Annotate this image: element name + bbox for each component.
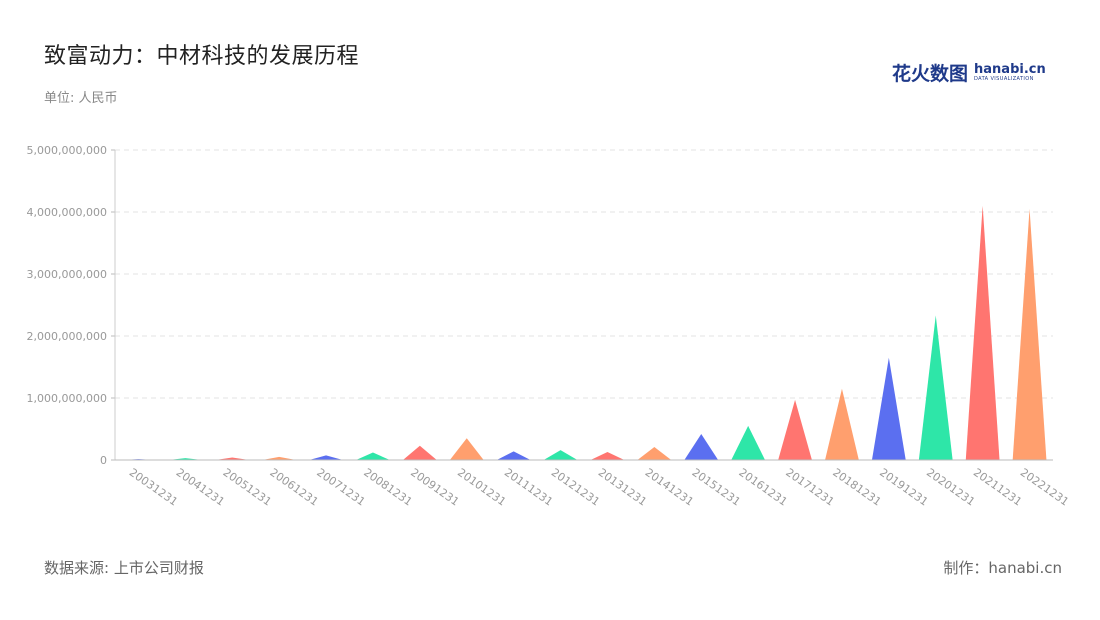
- x-tick-label: 20131231: [596, 466, 649, 509]
- x-tick-label: 20181231: [830, 466, 883, 509]
- bar-20211231: [965, 205, 1000, 460]
- x-tick-label: 20141231: [643, 466, 696, 509]
- bar-20091231: [402, 445, 437, 460]
- bar-20181231: [825, 388, 859, 460]
- data-source: 数据来源: 上市公司财报: [44, 559, 204, 577]
- x-tick-label: 20071231: [314, 466, 367, 509]
- y-tick-label: 1,000,000,000: [27, 392, 107, 405]
- x-tick-label: 20161231: [736, 466, 789, 509]
- y-tick-label: 2,000,000,000: [27, 330, 107, 343]
- y-tick-label: 3,000,000,000: [27, 268, 107, 281]
- bar-20121231: [543, 450, 578, 460]
- brand-tagline: DATA VISUALIZATION: [974, 75, 1034, 82]
- x-tick-label: 20041231: [174, 466, 227, 509]
- maker-credit: 制作：hanabi.cn: [943, 559, 1062, 577]
- x-tick-label: 20201231: [924, 466, 977, 509]
- y-tick-label: 5,000,000,000: [27, 144, 107, 157]
- x-tick-label: 20091231: [408, 466, 461, 509]
- x-tick-label: 20171231: [783, 466, 836, 509]
- x-tick-label: 20121231: [549, 466, 602, 509]
- brand-name-cn: 花火数图: [892, 62, 969, 85]
- x-tick-label: 20061231: [267, 466, 320, 509]
- bar-20141231: [637, 446, 672, 460]
- x-tick-label: 20051231: [221, 466, 274, 509]
- bars: [121, 205, 1047, 460]
- grid-lines: [115, 149, 1053, 399]
- bar-20081231: [356, 452, 390, 460]
- brand-logo: 花火数图 hanabi.cn DATA VISUALIZATION: [892, 58, 1046, 86]
- x-tick-label: 20031231: [127, 466, 180, 509]
- bar-20161231: [731, 425, 766, 460]
- y-tick-label: 0: [100, 454, 107, 467]
- y-tick-label: 4,000,000,000: [27, 206, 107, 219]
- x-tick-label: 20111231: [502, 466, 555, 509]
- unit-label: 单位: 人民币: [44, 91, 118, 106]
- x-tick-label: 20101231: [455, 466, 508, 509]
- bar-20201231: [918, 315, 953, 460]
- bar-20151231: [684, 433, 719, 460]
- bar-20101231: [449, 438, 484, 460]
- x-tick-label: 20191231: [877, 466, 930, 509]
- bar-20191231: [871, 357, 906, 460]
- bar-20131231: [590, 451, 625, 460]
- y-axis: 0 1,000,000,000 2,000,000,000 3,000,000,000…: [27, 144, 116, 467]
- x-axis: 2003123120041231200512312006123120071231…: [115, 459, 1071, 509]
- bar-20171231: [778, 399, 812, 460]
- brand-name-en-block: hanabi.cn DATA VISUALIZATION: [974, 63, 1046, 82]
- x-tick-label: 20221231: [1018, 466, 1071, 509]
- bar-20061231: [262, 456, 297, 460]
- x-tick-label: 20081231: [361, 466, 414, 509]
- chart-title: 致富动力：中材科技的发展历程: [44, 44, 360, 69]
- brand-name-en: hanabi.cn: [974, 61, 1046, 77]
- bar-20221231: [1012, 208, 1047, 460]
- bar-20111231: [496, 451, 531, 460]
- bar-20071231: [309, 455, 343, 460]
- x-tick-label: 20151231: [690, 466, 743, 509]
- bar-20051231: [215, 457, 250, 460]
- x-tick-label: 20211231: [971, 466, 1024, 509]
